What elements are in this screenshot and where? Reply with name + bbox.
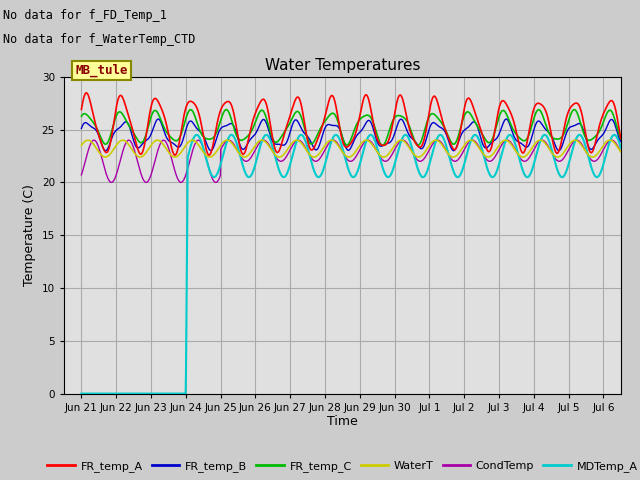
Line: FR_temp_C: FR_temp_C — [81, 109, 621, 145]
MDTemp_A — [174, 391, 182, 396]
FR_temp_C — [321, 118, 329, 124]
FR_temp_A — [322, 109, 330, 115]
CondTemp — [142, 180, 150, 185]
Title: Water Temperatures: Water Temperatures — [265, 58, 420, 73]
WaterT — [617, 149, 625, 155]
WaterT — [467, 137, 474, 143]
Line: FR_temp_B: FR_temp_B — [81, 119, 621, 151]
Line: CondTemp: CondTemp — [81, 140, 621, 182]
MDTemp_A — [450, 168, 458, 174]
WaterT — [136, 154, 144, 160]
Y-axis label: Temperature (C): Temperature (C) — [23, 184, 36, 286]
WaterT — [322, 142, 330, 147]
MDTemp_A — [354, 168, 362, 174]
MDTemp_A — [88, 391, 95, 396]
WaterT — [450, 154, 458, 160]
MDTemp_A — [228, 132, 236, 138]
CondTemp — [583, 150, 591, 156]
CondTemp — [260, 137, 268, 143]
CondTemp — [617, 149, 625, 155]
FR_temp_B — [154, 116, 162, 122]
FR_temp_A — [583, 137, 591, 143]
WaterT — [77, 143, 85, 148]
FR_temp_C — [379, 143, 387, 148]
WaterT — [354, 145, 362, 151]
FR_temp_B — [322, 123, 330, 129]
WaterT — [88, 139, 95, 145]
FR_temp_B — [77, 126, 85, 132]
FR_temp_A — [83, 90, 90, 96]
CondTemp — [354, 150, 362, 156]
Text: MB_tule: MB_tule — [75, 64, 127, 77]
FR_temp_C — [174, 137, 182, 143]
FR_temp_B — [450, 148, 458, 154]
FR_temp_A — [77, 107, 85, 112]
FR_temp_B — [617, 139, 625, 144]
FR_temp_B — [583, 138, 591, 144]
FR_temp_B — [354, 131, 362, 137]
WaterT — [583, 150, 591, 156]
Line: WaterT: WaterT — [81, 140, 621, 157]
MDTemp_A — [582, 146, 590, 152]
FR_temp_A — [617, 136, 625, 142]
CondTemp — [88, 139, 95, 145]
FR_temp_C — [570, 107, 578, 112]
FR_temp_C — [88, 117, 95, 123]
FR_temp_C — [450, 141, 458, 147]
MDTemp_A — [77, 391, 85, 396]
CondTemp — [77, 172, 85, 178]
WaterT — [174, 153, 182, 158]
Line: MDTemp_A: MDTemp_A — [81, 135, 621, 394]
CondTemp — [174, 177, 182, 183]
CondTemp — [450, 158, 458, 164]
FR_temp_A — [354, 121, 362, 127]
Legend: FR_temp_A, FR_temp_B, FR_temp_C, WaterT, CondTemp, MDTemp_A: FR_temp_A, FR_temp_B, FR_temp_C, WaterT,… — [43, 456, 640, 476]
X-axis label: Time: Time — [327, 415, 358, 429]
FR_temp_A — [450, 146, 458, 152]
Text: No data for f_FD_Temp_1: No data for f_FD_Temp_1 — [3, 9, 167, 22]
FR_temp_C — [353, 120, 361, 126]
FR_temp_A — [174, 144, 182, 150]
Text: No data for f_WaterTemp_CTD: No data for f_WaterTemp_CTD — [3, 33, 196, 46]
FR_temp_A — [88, 106, 96, 112]
MDTemp_A — [617, 145, 625, 151]
Line: FR_temp_A: FR_temp_A — [81, 93, 621, 155]
FR_temp_C — [77, 113, 85, 119]
FR_temp_A — [205, 152, 213, 158]
FR_temp_B — [102, 148, 109, 154]
MDTemp_A — [322, 159, 330, 165]
FR_temp_C — [583, 136, 591, 142]
FR_temp_B — [175, 144, 182, 150]
FR_temp_B — [88, 124, 95, 130]
CondTemp — [322, 145, 330, 151]
FR_temp_C — [617, 136, 625, 142]
